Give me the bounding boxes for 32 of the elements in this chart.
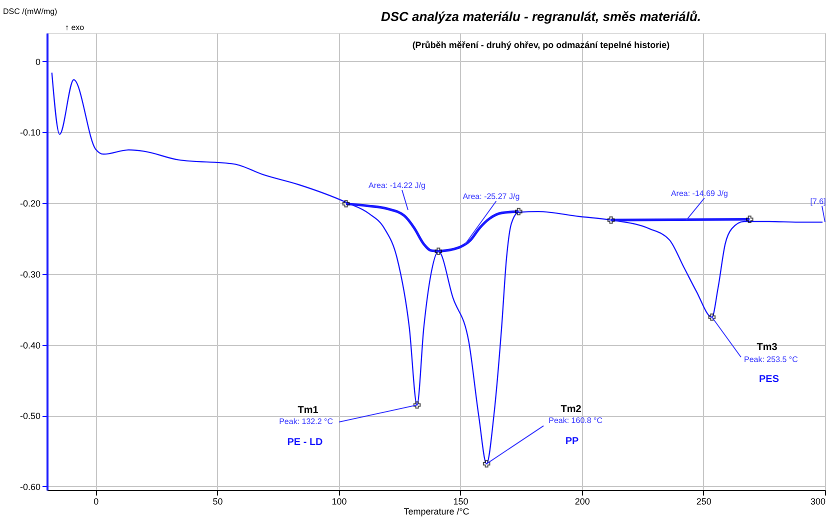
y-tick-label: -0.10 bbox=[20, 128, 40, 138]
y-tick-label: -0.40 bbox=[20, 340, 40, 350]
annotation: Tm3 bbox=[756, 342, 778, 353]
chart-title: DSC analýza materiálu - regranulát, směs materiálů. bbox=[380, 9, 702, 24]
annotation: Peak: 132.2 °C bbox=[279, 416, 334, 426]
annotation: Tm2 bbox=[560, 404, 582, 415]
annotation: Peak: 160.8 °C bbox=[548, 416, 603, 425]
y-tick-label: -0.30 bbox=[20, 269, 40, 280]
annotation: Area: -14.69 J/g bbox=[670, 189, 728, 198]
y-axis-title: DSC /(mW/mg) bbox=[3, 7, 58, 16]
text: ↑ exo bbox=[65, 23, 85, 32]
y-tick-label: 0 bbox=[35, 56, 40, 67]
x-tick-label: 50 bbox=[212, 496, 223, 506]
x-axis-title: Temperature /°C bbox=[404, 506, 470, 516]
annotation: PP bbox=[565, 436, 579, 447]
x-tick-label: 200 bbox=[574, 496, 590, 506]
text: (Průběh měření - druhý ohřev, po odmazání tepelné historie) bbox=[412, 40, 670, 50]
annotation: Area: -14.22 J/g bbox=[368, 181, 426, 190]
x-tick-label: 300 bbox=[810, 496, 826, 506]
annotation: [7.6] bbox=[810, 197, 826, 206]
annotation: Tm1 bbox=[298, 405, 319, 416]
y-tick-label: -0.60 bbox=[20, 482, 40, 492]
y-tick-label: -0.50 bbox=[20, 411, 40, 422]
annotation: Peak: 253.5 °C bbox=[744, 355, 798, 364]
x-tick-label: 100 bbox=[332, 496, 347, 506]
x-tick-label: 150 bbox=[453, 496, 468, 506]
y-tick-label: -0.20 bbox=[20, 198, 40, 209]
annotation: PES bbox=[758, 374, 780, 385]
annotation: Area: -25.27 J/g bbox=[462, 192, 520, 202]
x-tick-label: 250 bbox=[696, 496, 712, 506]
x-tick-label: 0 bbox=[94, 496, 99, 506]
annotation: PE - LD bbox=[287, 437, 323, 448]
